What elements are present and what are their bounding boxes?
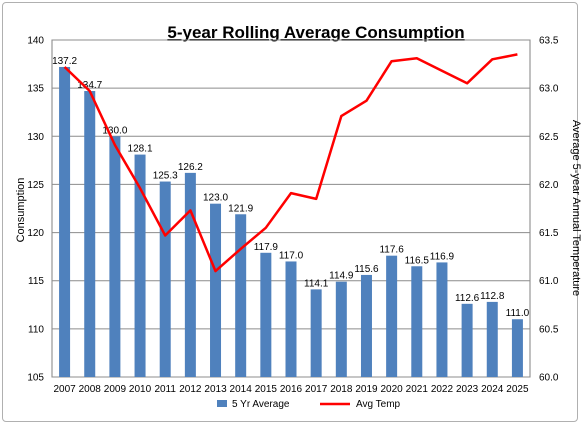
bar bbox=[210, 203, 222, 377]
y2-axis-label: Average 5-year Annual Temperature bbox=[570, 120, 582, 296]
right-tick-label: 61.0 bbox=[539, 276, 559, 287]
x-tick-label: 2007 bbox=[53, 384, 76, 395]
x-tick-label: 2016 bbox=[280, 384, 303, 395]
bar-value-label: 115.6 bbox=[354, 264, 379, 275]
bar-value-label: 128.1 bbox=[128, 144, 153, 155]
bar-value-label: 123.0 bbox=[203, 193, 228, 204]
bar bbox=[461, 303, 473, 377]
left-tick-label: 135 bbox=[27, 84, 44, 95]
left-tick-label: 130 bbox=[27, 132, 44, 143]
bar-value-label: 111.0 bbox=[506, 308, 530, 319]
legend: 5 Yr Average Avg Temp bbox=[217, 399, 401, 410]
right-tick-label: 63.0 bbox=[539, 84, 559, 95]
bar bbox=[235, 214, 247, 377]
x-tick-label: 2019 bbox=[355, 384, 378, 395]
bar bbox=[84, 91, 96, 377]
left-tick-label: 110 bbox=[28, 324, 44, 335]
bar-value-label: 121.9 bbox=[228, 203, 253, 214]
x-tick-label: 2010 bbox=[129, 384, 152, 395]
bar-value-label: 112.8 bbox=[480, 291, 505, 302]
left-tick-label: 140 bbox=[27, 36, 44, 47]
right-tick-label: 60.0 bbox=[539, 373, 559, 384]
right-axis-ticks: 60.0 60.5 61.0 61.5 62.0 62.5 63.0 63.5 bbox=[539, 36, 559, 384]
bar-value-label: 130.0 bbox=[102, 125, 127, 136]
right-tick-label: 60.5 bbox=[539, 324, 559, 335]
right-tick-label: 63.5 bbox=[539, 36, 559, 47]
bar-value-label: 114.1 bbox=[304, 278, 329, 289]
bar-value-label: 137.2 bbox=[52, 56, 77, 67]
left-tick-label: 105 bbox=[27, 373, 44, 384]
bar bbox=[411, 266, 423, 377]
bar-value-label: 126.2 bbox=[178, 162, 203, 173]
bar-value-label: 117.6 bbox=[379, 245, 404, 256]
x-tick-label: 2017 bbox=[305, 384, 328, 395]
bar-value-label: 116.5 bbox=[405, 255, 430, 266]
bar-value-label: 117.9 bbox=[254, 242, 279, 253]
right-tick-label: 62.0 bbox=[539, 180, 559, 191]
x-tick-label: 2022 bbox=[431, 384, 454, 395]
x-tick-label: 2013 bbox=[204, 384, 227, 395]
bar-series-5yr-average bbox=[59, 66, 523, 378]
bar bbox=[59, 66, 71, 378]
bar-value-label: 134.7 bbox=[77, 80, 102, 91]
bar-value-label: 116.9 bbox=[430, 251, 455, 262]
x-tick-label: 2021 bbox=[406, 384, 429, 395]
bar bbox=[159, 181, 171, 377]
legend-swatch-5yr-average bbox=[217, 400, 227, 407]
bar bbox=[360, 274, 372, 377]
x-tick-label: 2023 bbox=[456, 384, 479, 395]
bar bbox=[386, 255, 398, 377]
bar-value-label: 117.0 bbox=[279, 250, 304, 261]
y-axis-label: Consumption bbox=[15, 178, 27, 243]
x-tick-label: 2020 bbox=[381, 384, 404, 395]
bar bbox=[436, 262, 448, 377]
x-tick-label: 2024 bbox=[481, 384, 504, 395]
left-tick-label: 120 bbox=[27, 228, 44, 239]
x-tick-label: 2009 bbox=[104, 384, 127, 395]
x-tick-label: 2014 bbox=[230, 384, 253, 395]
x-tick-label: 2018 bbox=[330, 384, 353, 395]
x-tick-label: 2012 bbox=[179, 384, 202, 395]
x-tick-label: 2015 bbox=[255, 384, 278, 395]
line-series-avg-temp bbox=[63, 53, 518, 273]
right-tick-label: 62.5 bbox=[539, 132, 559, 143]
bar bbox=[486, 301, 498, 377]
left-tick-label: 115 bbox=[28, 276, 44, 287]
x-tick-label: 2025 bbox=[506, 384, 529, 395]
legend-label-avg-temp: Avg Temp bbox=[356, 399, 401, 410]
bar bbox=[134, 154, 146, 377]
x-axis-ticks: 2007 2008 2009 2010 2011 2012 2013 2014 2015 2016… bbox=[53, 384, 529, 395]
left-axis-ticks: 105 110 115 120 125 130 135 140 bbox=[27, 36, 44, 384]
x-tick-label: 2008 bbox=[79, 384, 102, 395]
right-tick-label: 61.5 bbox=[539, 228, 559, 239]
bar-value-label: 125.3 bbox=[153, 171, 178, 182]
chart-title: 5-year Rolling Average Consumption bbox=[167, 23, 464, 42]
bar bbox=[285, 261, 297, 377]
bar bbox=[511, 319, 523, 377]
bar bbox=[335, 281, 347, 377]
bar bbox=[184, 172, 196, 377]
bar-value-label: 112.6 bbox=[455, 293, 480, 304]
bar bbox=[260, 252, 272, 377]
bar bbox=[310, 289, 322, 377]
bar bbox=[109, 136, 121, 377]
legend-label-5yr-average: 5 Yr Average bbox=[232, 399, 290, 410]
bar-value-label: 114.9 bbox=[329, 271, 354, 282]
left-tick-label: 125 bbox=[27, 180, 44, 191]
x-tick-label: 2011 bbox=[154, 384, 176, 395]
